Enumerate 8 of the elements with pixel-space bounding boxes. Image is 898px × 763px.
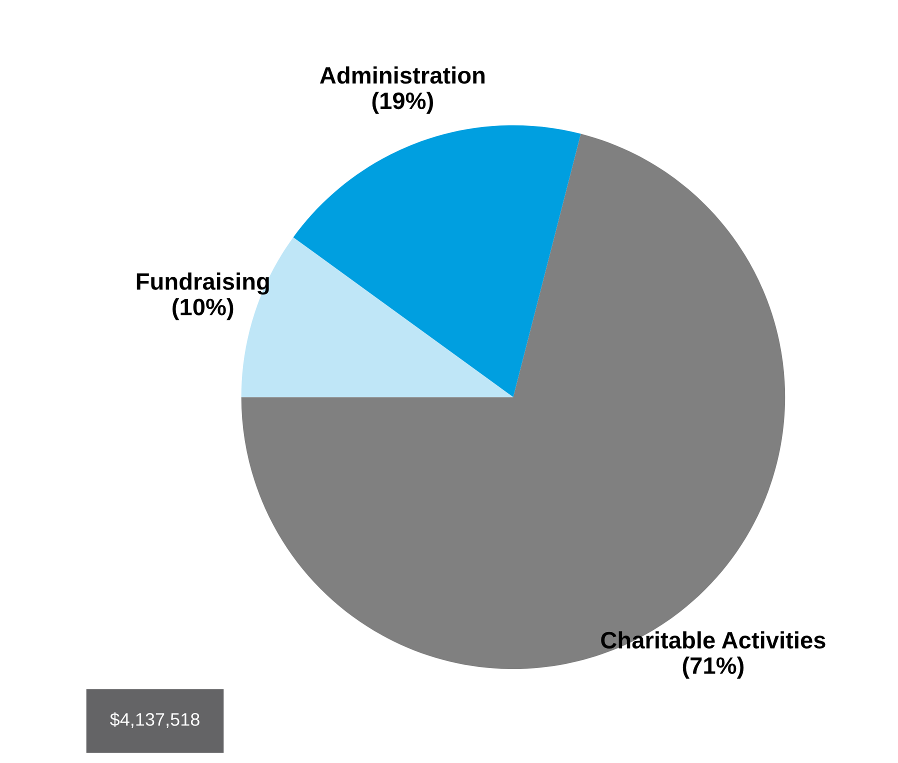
data-label: (10%)	[172, 298, 234, 320]
pie-slice	[293, 125, 581, 398]
slice-label: Charitable Activities	[601, 631, 826, 649]
slice-label: Fundraising	[136, 272, 269, 295]
text: $4,137,518	[110, 712, 200, 728]
data-label: (19%)	[372, 92, 433, 114]
data-label: (71%)	[682, 656, 744, 679]
slice-label: Administration	[320, 66, 485, 84]
